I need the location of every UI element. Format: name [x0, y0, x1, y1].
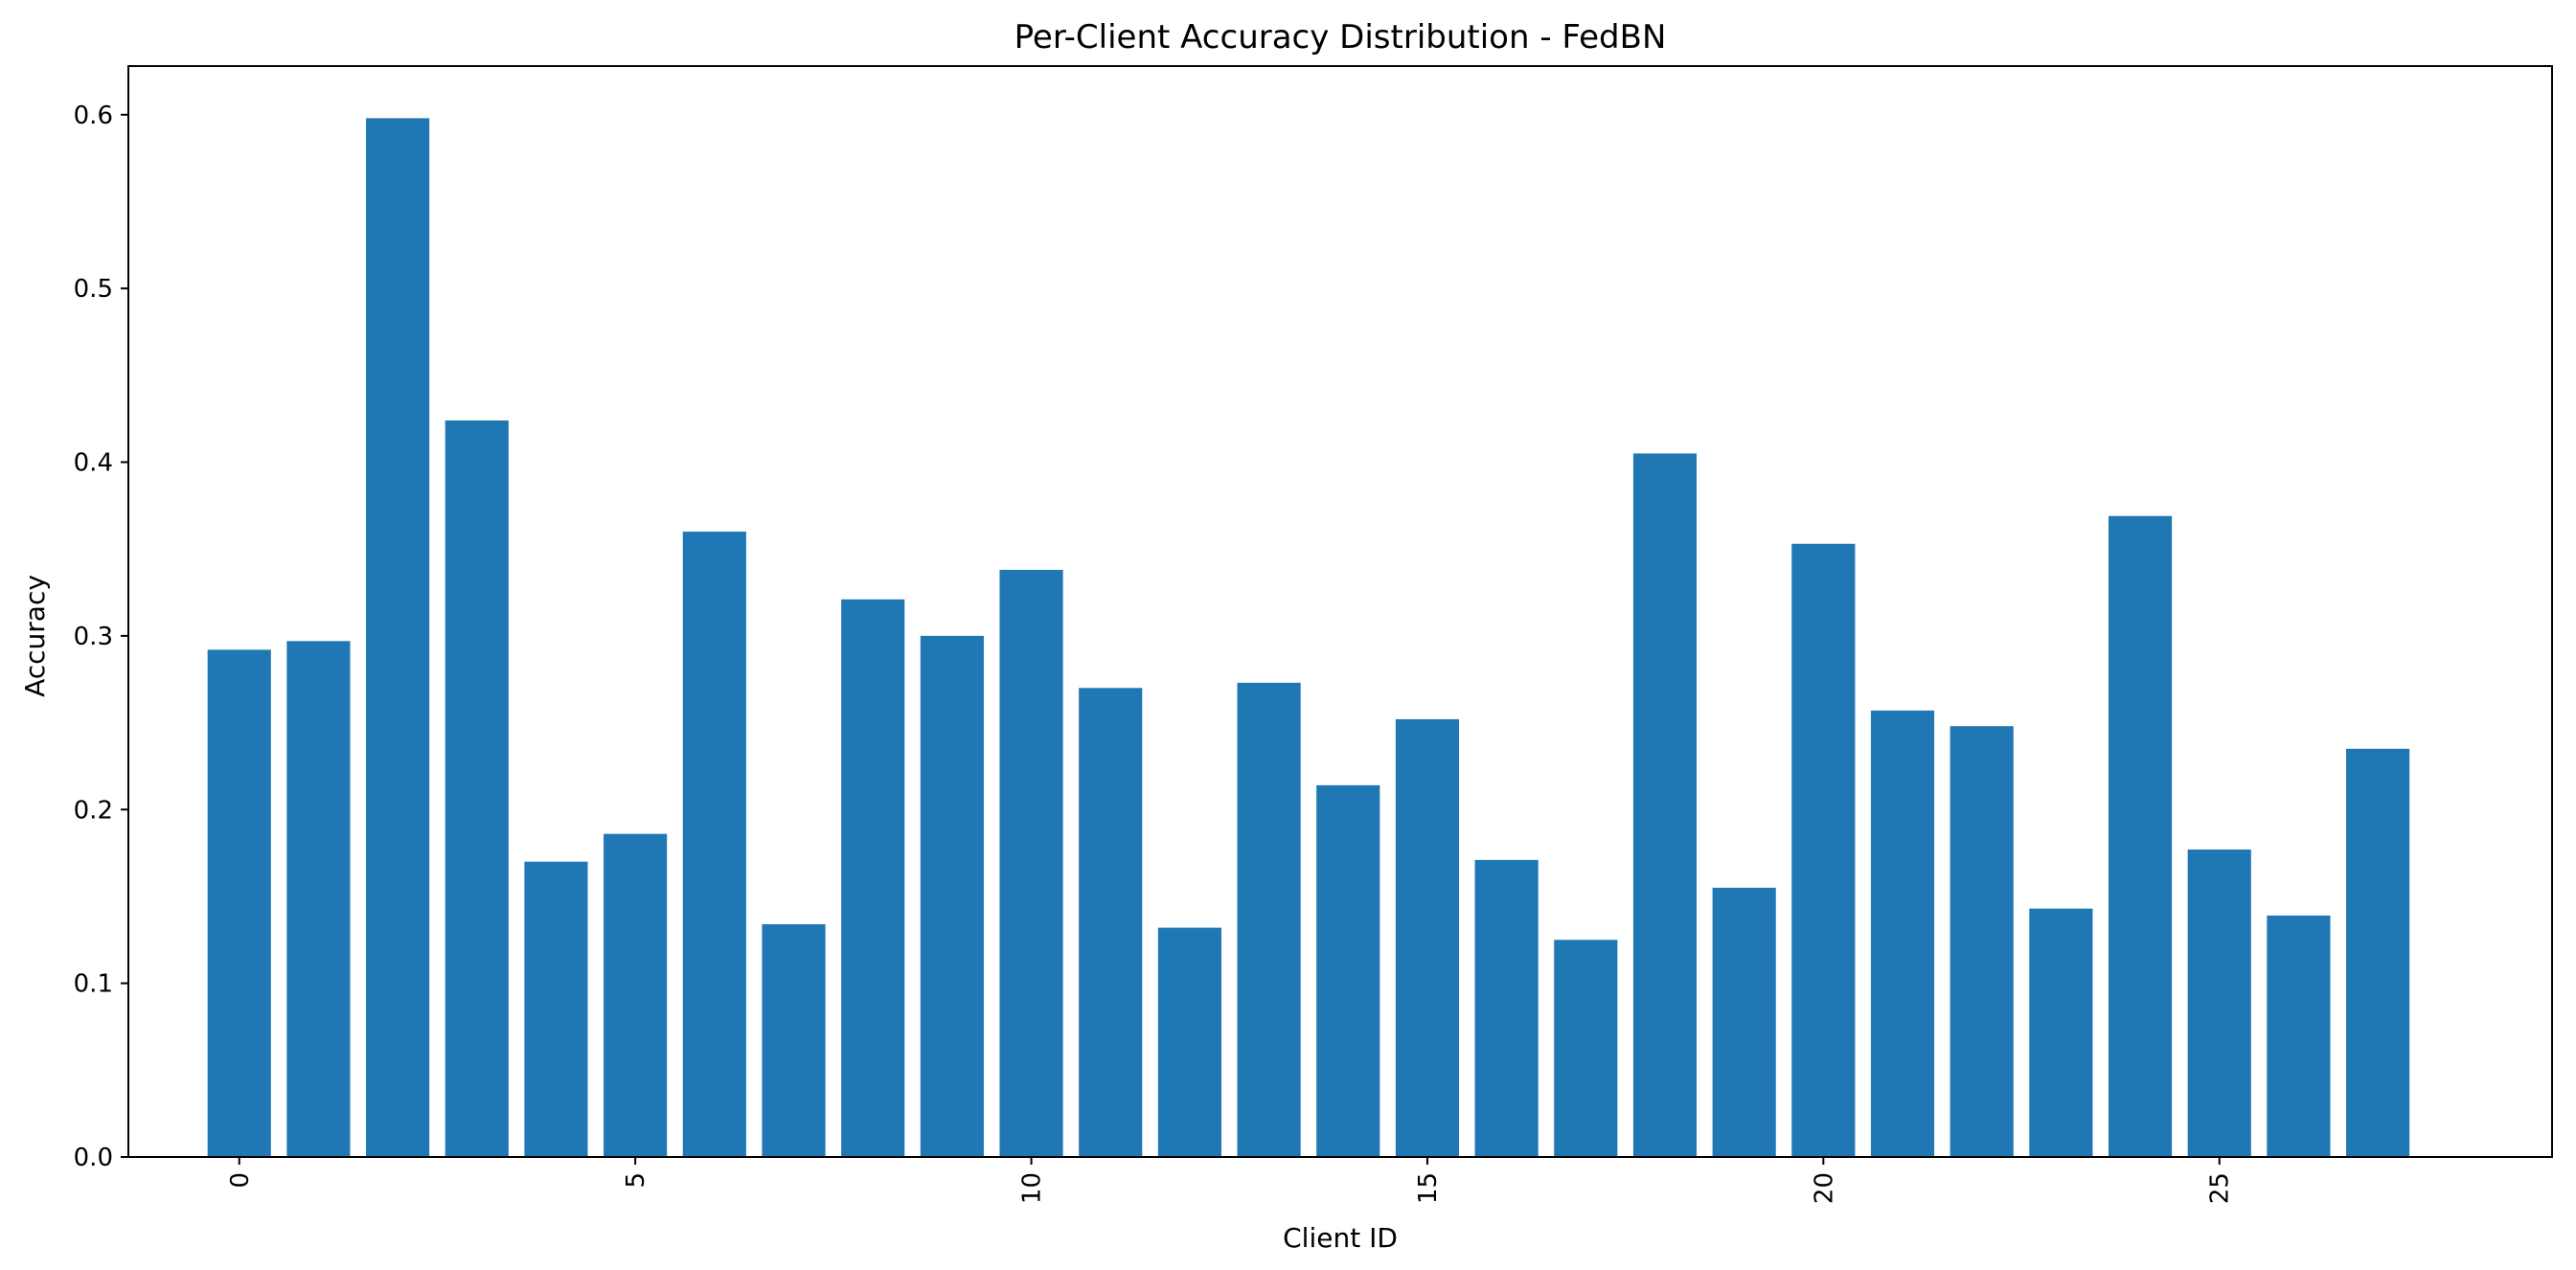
y-tick-label: 0.0	[74, 1144, 113, 1172]
bar-client-0	[207, 649, 271, 1157]
bar-client-4	[524, 861, 588, 1157]
bar-client-3	[445, 420, 509, 1157]
x-tick-label: 0	[226, 1172, 255, 1189]
x-axis-label: Client ID	[1283, 1222, 1398, 1254]
bar-client-18	[1632, 453, 1698, 1157]
x-tick-label: 20	[1810, 1172, 1838, 1204]
bar-client-19	[1712, 887, 1776, 1157]
x-axis-ticks: 0 5 10 15 20 25	[226, 1157, 2235, 1204]
y-tick-label: 0.6	[74, 102, 113, 130]
x-tick-label: 15	[1414, 1172, 1443, 1204]
bar-client-12	[1157, 927, 1221, 1157]
y-tick-label: 0.4	[74, 449, 113, 478]
y-tick-label: 0.5	[74, 275, 113, 304]
bar-client-26	[2267, 915, 2331, 1157]
bar-client-11	[1079, 688, 1143, 1157]
bar-client-16	[1474, 859, 1539, 1157]
y-axis-label: Accuracy	[19, 575, 51, 697]
bar-client-14	[1316, 784, 1380, 1157]
x-tick-label: 5	[622, 1172, 650, 1189]
bar-client-20	[1791, 543, 1856, 1157]
bar-client-9	[920, 635, 984, 1157]
chart-title: Per-Client Accuracy Distribution - FedBN	[1014, 18, 1667, 57]
y-tick-label: 0.1	[74, 970, 113, 999]
x-tick-label: 25	[2206, 1172, 2235, 1204]
bar-client-6	[682, 532, 746, 1157]
y-axis-ticks: 0.0 0.1 0.2 0.3 0.4 0.5 0.6	[74, 102, 128, 1172]
bar-client-24	[2108, 515, 2173, 1157]
plot-frame	[127, 65, 2553, 1158]
y-tick-label: 0.3	[74, 623, 113, 651]
y-tick-label: 0.2	[74, 796, 113, 825]
bar-client-10	[999, 569, 1063, 1157]
bar-client-25	[2187, 849, 2251, 1157]
bar-client-15	[1395, 718, 1460, 1157]
bar-client-22	[1949, 726, 2014, 1157]
bar-series	[207, 118, 2410, 1157]
bar-client-21	[1870, 710, 1935, 1157]
bar-client-2	[366, 118, 430, 1157]
bar-client-27	[2346, 748, 2410, 1157]
bar-client-13	[1237, 682, 1301, 1157]
bar-client-7	[762, 923, 826, 1157]
bar-client-8	[841, 599, 905, 1157]
bar-client-23	[2029, 908, 2093, 1157]
bar-client-17	[1554, 940, 1618, 1157]
x-tick-label: 10	[1018, 1172, 1047, 1204]
bar-client-1	[286, 641, 351, 1157]
bar-client-5	[604, 833, 668, 1157]
